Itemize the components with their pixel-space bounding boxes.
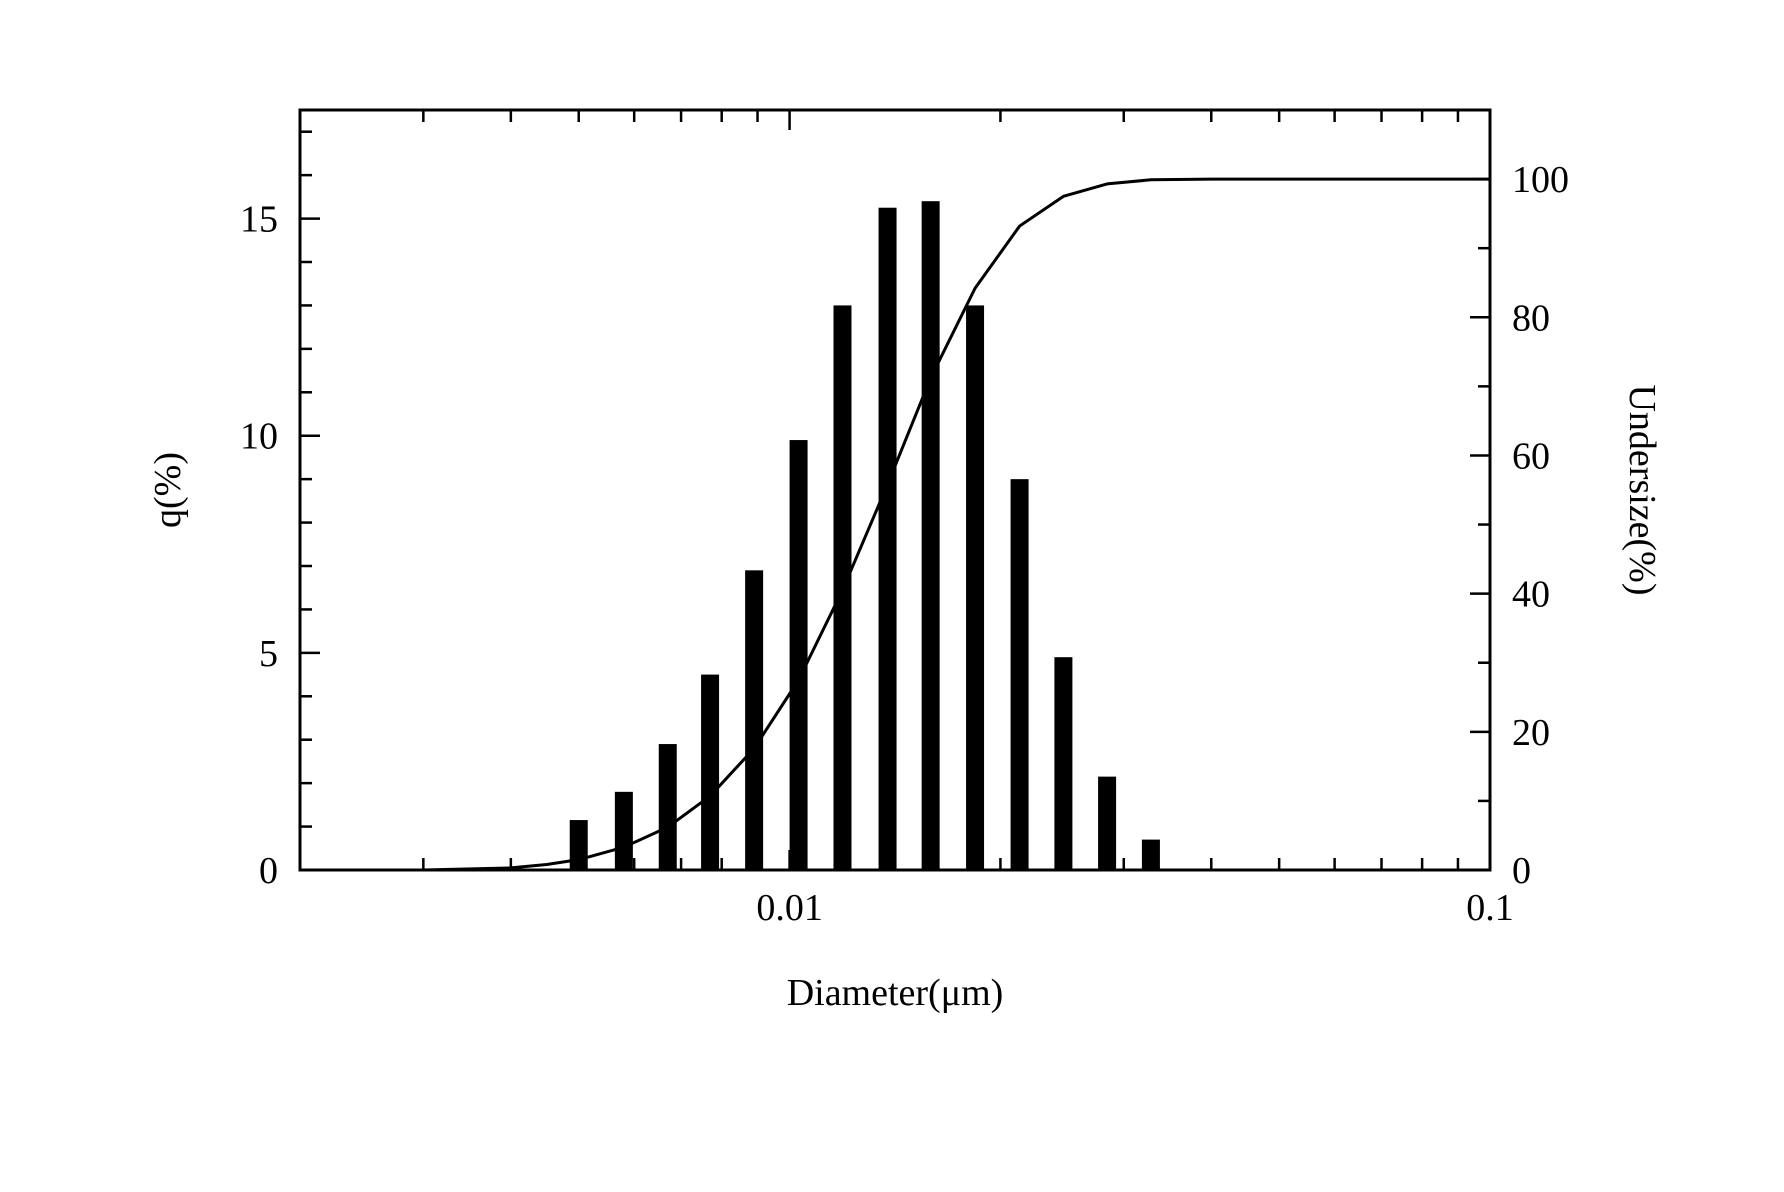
x-tick-label: 0.1 [1466, 887, 1514, 929]
y-left-axis-label: q(%) [147, 452, 189, 528]
particle-size-chart: 0.01 0.1 Diameter(μm) 0 5 10 15 q(%) 0 20 40 60 80 10… [0, 0, 1784, 1192]
y-right-tick-label: 80 [1512, 297, 1550, 339]
y-left-tick-label: 15 [240, 199, 278, 241]
bar [879, 208, 897, 870]
bar [922, 201, 940, 870]
bar [1011, 479, 1029, 870]
bar [1142, 840, 1160, 870]
y-right-tick-label: 40 [1512, 574, 1550, 616]
bar [745, 570, 763, 870]
y-left-tick-label: 0 [259, 850, 278, 892]
bar [790, 440, 808, 870]
bar [1054, 657, 1072, 870]
bar [966, 305, 984, 870]
y-right-axis-label: Undersize(%) [1621, 384, 1663, 595]
y-right-tick-label: 100 [1512, 159, 1569, 201]
y-right-tick-label: 20 [1512, 712, 1550, 754]
y-left-tick-label: 5 [259, 633, 278, 675]
bar [701, 675, 719, 870]
bar [615, 792, 633, 870]
y-right-tick-label: 0 [1512, 850, 1531, 892]
y-right-tick-label: 60 [1512, 435, 1550, 477]
y-left-tick-label: 10 [240, 416, 278, 458]
bar [1098, 777, 1116, 870]
x-tick-label: 0.01 [756, 887, 823, 929]
x-axis-label: Diameter(μm) [787, 972, 1004, 1014]
bar [659, 744, 677, 870]
